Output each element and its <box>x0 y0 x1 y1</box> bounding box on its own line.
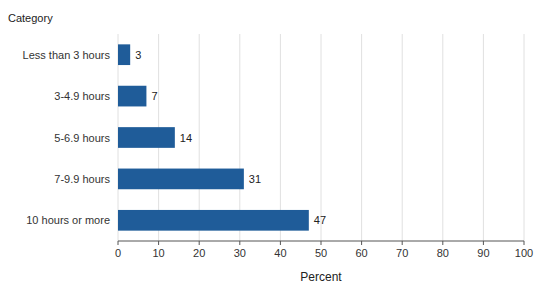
tick-mark <box>280 241 281 245</box>
grid-line <box>361 34 362 241</box>
x-axis-label: Percent <box>300 270 342 284</box>
tick-label: 10 <box>152 247 164 259</box>
tick-mark <box>402 241 403 245</box>
bar <box>118 44 130 65</box>
grid-line <box>402 34 403 241</box>
category-label: 3-4.9 hours <box>54 90 110 102</box>
tick-label: 60 <box>355 247 367 259</box>
category-label: 7-9.9 hours <box>54 173 110 185</box>
tick-label: 90 <box>477 247 489 259</box>
data-label: 7 <box>151 90 157 102</box>
bar <box>118 127 175 148</box>
tick-mark <box>524 241 525 245</box>
tick-label: 20 <box>193 247 205 259</box>
x-axis: 0 10 20 30 40 50 60 70 80 90 100 <box>115 241 533 259</box>
tick-mark <box>239 241 240 245</box>
tick-mark <box>442 241 443 245</box>
data-labels: 3 7 14 31 47 <box>135 49 326 227</box>
tick-mark <box>158 241 159 245</box>
tick-label: 50 <box>315 247 327 259</box>
tick-mark <box>483 241 484 245</box>
category-label: Less than 3 hours <box>23 49 111 61</box>
category-label: 5-6.9 hours <box>54 132 110 144</box>
tick-mark <box>118 241 119 245</box>
bar <box>118 86 146 107</box>
chart-container: 3 7 14 31 47 Less than 3 hours 3-4.9 hours 5-6.… <box>0 0 546 291</box>
tick-label: 0 <box>115 247 121 259</box>
data-label: 14 <box>180 132 192 144</box>
data-label: 47 <box>314 214 326 226</box>
grid-line <box>524 34 525 241</box>
data-label: 31 <box>249 173 261 185</box>
bar <box>118 169 244 190</box>
bars <box>118 44 309 230</box>
bar <box>118 210 309 231</box>
tick-mark <box>361 241 362 245</box>
tick-label: 100 <box>515 247 533 259</box>
chart: 3 7 14 31 47 Less than 3 hours 3-4.9 hours 5-6.… <box>0 0 546 291</box>
y-axis: Less than 3 hours 3-4.9 hours 5-6.9 hours 7… <box>23 49 111 227</box>
tick-label: 70 <box>396 247 408 259</box>
tick-mark <box>321 241 322 245</box>
tick-label: 40 <box>274 247 286 259</box>
tick-mark <box>199 241 200 245</box>
category-label: 10 hours or more <box>26 214 110 226</box>
tick-label: 80 <box>437 247 449 259</box>
grid <box>118 34 524 241</box>
grid-line <box>442 34 443 241</box>
data-label: 3 <box>135 49 141 61</box>
y-axis-label: Category <box>8 12 53 24</box>
grid-line <box>483 34 484 241</box>
tick-label: 30 <box>234 247 246 259</box>
grid-line <box>321 34 322 241</box>
